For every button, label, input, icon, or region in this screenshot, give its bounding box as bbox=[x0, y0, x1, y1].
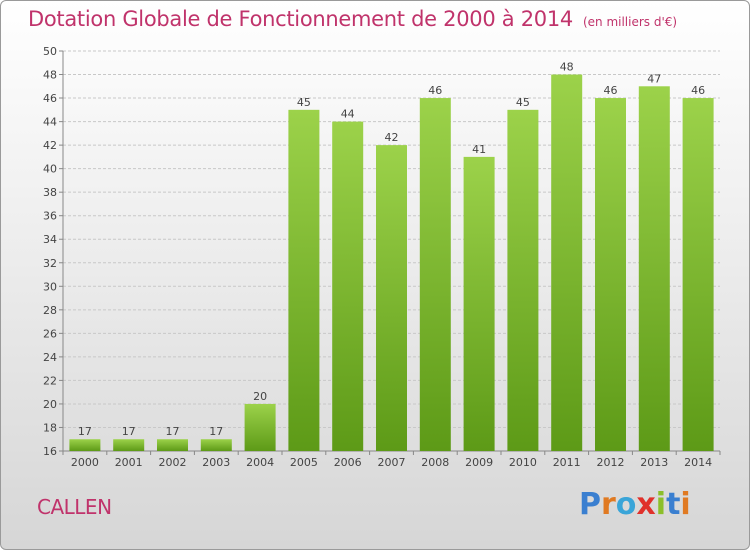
y-tick-label: 48 bbox=[43, 69, 57, 82]
data-label: 20 bbox=[253, 390, 267, 403]
y-tick-label: 42 bbox=[43, 139, 57, 152]
logo-letter: o bbox=[615, 487, 637, 522]
data-label: 17 bbox=[122, 425, 136, 438]
y-tick-label: 44 bbox=[43, 116, 57, 129]
logo-letter: t bbox=[666, 487, 681, 522]
y-tick-label: 20 bbox=[43, 398, 57, 411]
bar bbox=[244, 403, 276, 451]
y-tick-label: 46 bbox=[43, 92, 57, 105]
bar bbox=[682, 98, 714, 451]
y-tick-label: 30 bbox=[43, 280, 57, 293]
x-tick-label: 2010 bbox=[509, 456, 537, 469]
bar bbox=[288, 109, 320, 451]
y-tick-label: 38 bbox=[43, 186, 57, 199]
data-label: 46 bbox=[428, 84, 442, 97]
data-label: 17 bbox=[78, 425, 92, 438]
x-tick-label: 2003 bbox=[202, 456, 230, 469]
bar bbox=[419, 98, 451, 451]
y-tick-label: 28 bbox=[43, 304, 57, 317]
data-label: 17 bbox=[209, 425, 223, 438]
chart-subtitle: (en milliers d'€) bbox=[582, 15, 678, 29]
bars bbox=[69, 74, 714, 452]
bar bbox=[69, 439, 101, 451]
x-tick-label: 2013 bbox=[640, 456, 668, 469]
bar bbox=[551, 74, 583, 451]
logo-letter: P bbox=[579, 487, 601, 522]
x-tick-label: 2001 bbox=[115, 456, 143, 469]
y-axis: 16 18 20 22 24 26 28 30 32 34 36 38 40 42 44 46 48 50 bbox=[43, 45, 64, 458]
bar bbox=[376, 145, 407, 451]
logo-letter: r bbox=[601, 487, 616, 522]
bar bbox=[638, 86, 670, 451]
y-tick-label: 22 bbox=[43, 374, 57, 387]
data-label: 17 bbox=[166, 425, 180, 438]
x-tick-label: 2007 bbox=[378, 456, 406, 469]
x-tick-label: 2002 bbox=[159, 456, 187, 469]
x-tick-label: 2009 bbox=[465, 456, 493, 469]
x-tick-label: 2005 bbox=[290, 456, 318, 469]
proxiti-logo[interactable]: Proxiti bbox=[579, 487, 691, 522]
y-tick-label: 26 bbox=[43, 327, 57, 340]
data-label: 45 bbox=[516, 96, 530, 109]
x-tick-label: 2004 bbox=[246, 456, 274, 469]
data-labels: 17 17 17 17 20 45 44 42 46 41 45 48 46 47 46 bbox=[78, 61, 705, 439]
chart-title-text: Dotation Globale de Fonctionnement de 20… bbox=[28, 7, 573, 31]
data-label: 46 bbox=[691, 84, 705, 97]
y-tick-label: 16 bbox=[43, 445, 57, 458]
bar bbox=[507, 109, 539, 451]
x-tick-label: 2011 bbox=[553, 456, 581, 469]
logo-letter: i bbox=[680, 487, 691, 522]
y-tick-label: 40 bbox=[43, 163, 57, 176]
bar bbox=[200, 439, 232, 451]
data-label: 48 bbox=[560, 61, 574, 74]
logo-letter: x bbox=[636, 487, 656, 522]
data-label: 41 bbox=[472, 143, 486, 156]
data-label: 44 bbox=[341, 108, 355, 121]
logo-letter: i bbox=[655, 487, 667, 522]
bar bbox=[113, 439, 145, 451]
bar bbox=[595, 98, 626, 451]
x-tick-label: 2006 bbox=[334, 456, 362, 469]
x-tick-label: 2008 bbox=[421, 456, 449, 469]
y-tick-label: 50 bbox=[43, 45, 57, 58]
x-tick-label: 2014 bbox=[684, 456, 712, 469]
y-tick-label: 36 bbox=[43, 210, 57, 223]
data-label: 47 bbox=[647, 72, 661, 85]
commune-name: CALLEN bbox=[37, 495, 112, 519]
bar bbox=[463, 156, 495, 451]
x-axis: 2000 2001 2002 2003 2004 2005 2006 2007 2008 2009… bbox=[62, 450, 721, 469]
y-tick-label: 32 bbox=[43, 257, 57, 270]
x-tick-label: 2012 bbox=[597, 456, 625, 469]
x-tick-label: 2000 bbox=[71, 456, 99, 469]
data-label: 42 bbox=[385, 131, 399, 144]
bar bbox=[157, 439, 188, 451]
data-label: 45 bbox=[297, 96, 311, 109]
chart-title: Dotation Globale de Fonctionnement de 20… bbox=[28, 7, 677, 31]
data-label: 46 bbox=[604, 84, 618, 97]
y-tick-label: 24 bbox=[43, 351, 57, 364]
y-tick-label: 18 bbox=[43, 421, 57, 434]
y-tick-label: 34 bbox=[43, 233, 57, 246]
bar bbox=[332, 121, 364, 452]
